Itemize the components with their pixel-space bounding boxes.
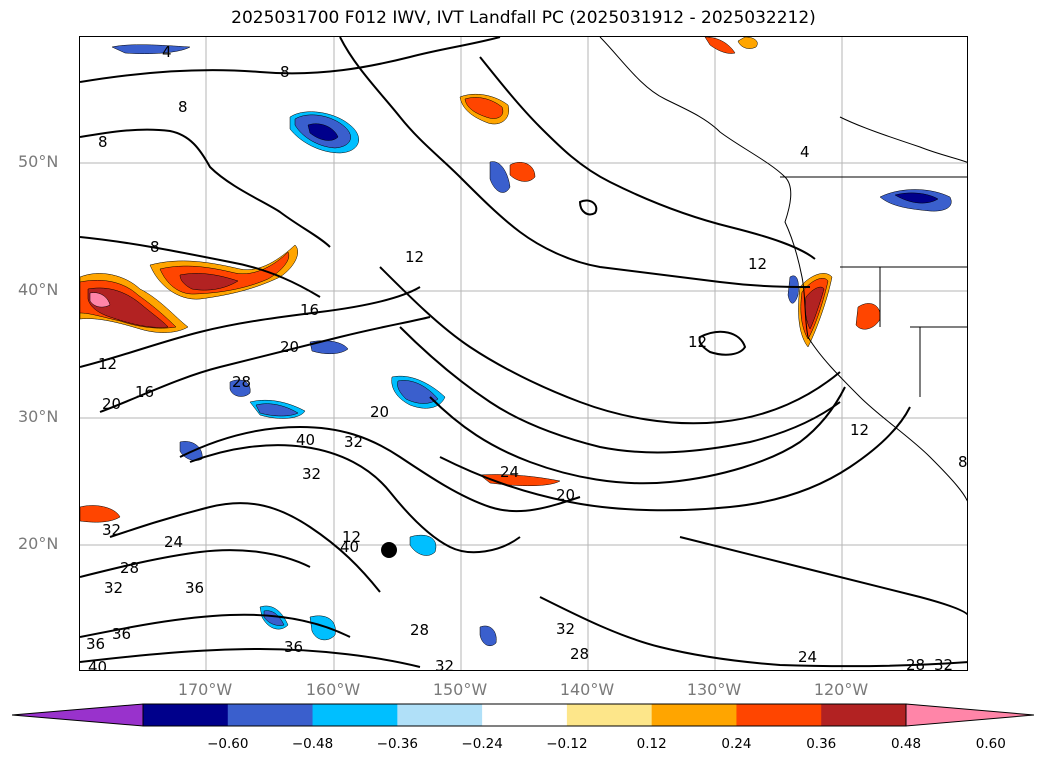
- colorbar-segment: [143, 704, 229, 726]
- contour-label: 12: [688, 333, 707, 351]
- contour-label: 12: [98, 355, 117, 373]
- contour-label: 28: [120, 559, 139, 577]
- contour-label: 8: [178, 98, 188, 116]
- contour-label: 32: [104, 579, 123, 597]
- contour-center-marker: [381, 542, 397, 558]
- map-canvas: 4 8 8 8 8 12 12 12 12 16 20 20 16 28 40 …: [80, 37, 968, 671]
- contour-label: 4: [162, 43, 172, 61]
- lon-label-170w: 170°W: [177, 680, 233, 699]
- colorbar-tick-label: −0.60: [207, 736, 249, 752]
- contour-label: 12: [342, 528, 361, 546]
- contour-label: 4: [800, 143, 810, 161]
- contour-label: 12: [405, 248, 424, 266]
- contour-label: 8: [280, 63, 290, 81]
- contour-label: 20: [280, 338, 299, 356]
- contour-label: 36: [185, 579, 204, 597]
- contour-label: 8: [98, 133, 108, 151]
- lon-label-160w: 160°W: [305, 680, 361, 699]
- contour-label: 28: [906, 656, 925, 671]
- contour-label: 8: [958, 453, 968, 471]
- contour-label: 8: [150, 238, 160, 256]
- contour-label: 36: [86, 635, 105, 653]
- contour-label: 32: [344, 433, 363, 451]
- colorbar-segment: [651, 704, 737, 726]
- coastlines: [599, 37, 967, 502]
- contour-label: 20: [556, 486, 575, 504]
- lon-label-120w: 120°W: [813, 680, 869, 699]
- colorbar-extend-high: [905, 703, 1034, 727]
- contour-label: 32: [102, 521, 121, 539]
- contour-label: 12: [748, 255, 767, 273]
- contour-label: 36: [284, 638, 303, 656]
- lat-label-50n: 50°N: [18, 152, 59, 171]
- colorbar-tick-label: −0.48: [291, 736, 334, 752]
- lat-label-40n: 40°N: [18, 280, 59, 299]
- colorbar-segment: [482, 704, 568, 726]
- lon-label-150w: 150°W: [432, 680, 488, 699]
- contour-label: 40: [340, 538, 359, 556]
- contour-label: 16: [135, 383, 154, 401]
- colorbar-segment: [227, 704, 314, 726]
- contour-label: 28: [570, 645, 589, 663]
- figure-title: 2025031700 F012 IWV, IVT Landfall PC (20…: [231, 8, 816, 28]
- colorbar-segment: [821, 704, 907, 726]
- colorbar: [12, 703, 1034, 727]
- contour-label: 40: [296, 431, 315, 449]
- colorbar-tick-label: 0.36: [806, 736, 837, 752]
- lon-label-130w: 130°W: [686, 680, 742, 699]
- contour-label: 28: [410, 621, 429, 639]
- contour-label: 24: [500, 463, 519, 481]
- pc-shading: [80, 37, 952, 646]
- colorbar-tick-label: −0.24: [461, 736, 503, 752]
- contour-label: 32: [435, 657, 454, 671]
- colorbar-tick-label: 0.48: [890, 736, 922, 752]
- contour-label: 36: [112, 625, 131, 643]
- lon-label-140w: 140°W: [559, 680, 615, 699]
- contour-label: 32: [934, 656, 953, 671]
- colorbar-tick-label: 0.24: [721, 736, 752, 752]
- lat-label-30n: 30°N: [18, 407, 59, 426]
- contour-label: 16: [300, 301, 319, 319]
- contour-label: 12: [850, 421, 869, 439]
- colorbar-outline: [142, 703, 907, 727]
- colorbar-segment: [312, 704, 398, 726]
- colorbar-tick-label: −0.12: [546, 736, 588, 752]
- contour-label: 32: [302, 465, 321, 483]
- colorbar-segment: [566, 704, 653, 726]
- contour-label: 20: [102, 395, 121, 413]
- colorbar-tick-label: 0.60: [975, 736, 1006, 752]
- map-panel: 4 8 8 8 8 12 12 12 12 16 20 20 16 28 40 …: [79, 36, 968, 671]
- colorbar-segment: [397, 704, 483, 726]
- colorbar-segments: [12, 703, 1034, 727]
- colorbar-segment: [736, 704, 822, 726]
- contour-label: 32: [556, 620, 575, 638]
- iwv-contours: [80, 37, 967, 668]
- contour-label: 28: [232, 373, 251, 391]
- lat-label-20n: 20°N: [18, 534, 59, 553]
- contour-label: 24: [798, 648, 817, 666]
- contour-labels: 4 8 8 8 8 12 12 12 12 16 20 20 16 28 40 …: [86, 43, 968, 671]
- contour-label: 40: [88, 658, 107, 671]
- colorbar-tick-label: 0.12: [636, 736, 667, 752]
- colorbar-extend-low: [12, 703, 144, 727]
- contour-label: 20: [370, 403, 389, 421]
- contour-label: 24: [164, 533, 183, 551]
- colorbar-tick-label: −0.36: [376, 736, 419, 752]
